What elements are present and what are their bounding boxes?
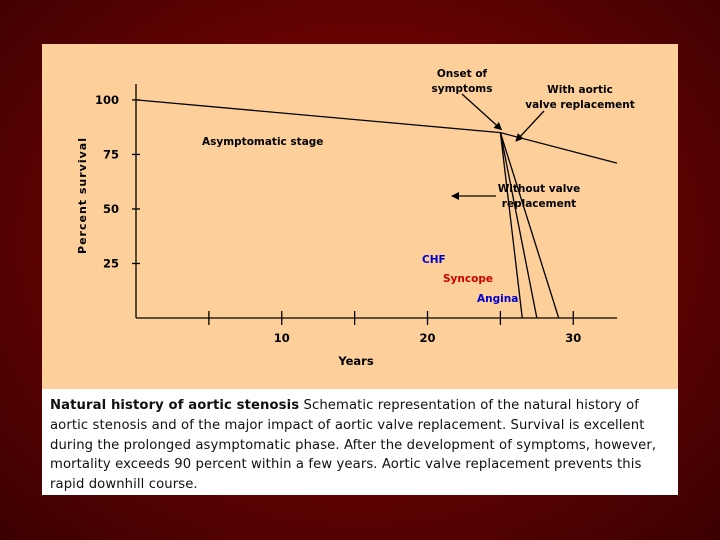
x-tick-label-10: 10 bbox=[274, 331, 290, 345]
y-axis-title: Percent survival bbox=[76, 137, 89, 254]
y-tick-label-75: 75 bbox=[103, 147, 119, 161]
arrow-onset bbox=[461, 93, 503, 131]
annotation-0: Asymptomatic stage bbox=[202, 136, 323, 148]
x-tick-label-20: 20 bbox=[420, 331, 436, 345]
series-line-1 bbox=[499, 132, 523, 319]
caption: Natural history of aortic stenosis Schem… bbox=[50, 396, 676, 495]
y-tick-label-50: 50 bbox=[103, 202, 119, 216]
x-axis-title: Years bbox=[337, 354, 374, 368]
figure: 10 20 30 25 50 75 100 Years Percent survival Asy… bbox=[42, 44, 678, 495]
series-line-3 bbox=[499, 132, 560, 319]
caption-title: Natural history of aortic stenosis bbox=[50, 398, 300, 413]
annotation-5: Syncope bbox=[443, 273, 493, 285]
axes: 10 20 30 25 50 75 100 Years Percent survival bbox=[76, 84, 617, 368]
y-tick-label-25: 25 bbox=[103, 256, 119, 270]
annotation-1: Onset of symptoms bbox=[432, 68, 493, 95]
annotation-4: CHF bbox=[422, 254, 446, 266]
annotation-6: Angina bbox=[477, 293, 518, 305]
series-line-2 bbox=[499, 132, 538, 319]
annotation-arrows bbox=[451, 93, 545, 200]
chart-labels: Asymptomatic stage Onset of symptoms With a… bbox=[202, 68, 635, 305]
caption-text: Schematic representation of the natural … bbox=[50, 398, 657, 493]
annotation-2: With aortic valve replacement bbox=[525, 84, 635, 111]
series-lines bbox=[135, 99, 618, 319]
x-tick-label-30: 30 bbox=[565, 331, 581, 345]
plot-panel: 10 20 30 25 50 75 100 Years Percent survival Asy… bbox=[42, 44, 678, 389]
y-tick-label-100: 100 bbox=[95, 93, 119, 107]
survival-chart: 10 20 30 25 50 75 100 Years Percent survival Asy… bbox=[76, 68, 635, 368]
annotation-3: Without valve replacement bbox=[498, 183, 581, 210]
arrow-with-replacement bbox=[515, 110, 545, 142]
